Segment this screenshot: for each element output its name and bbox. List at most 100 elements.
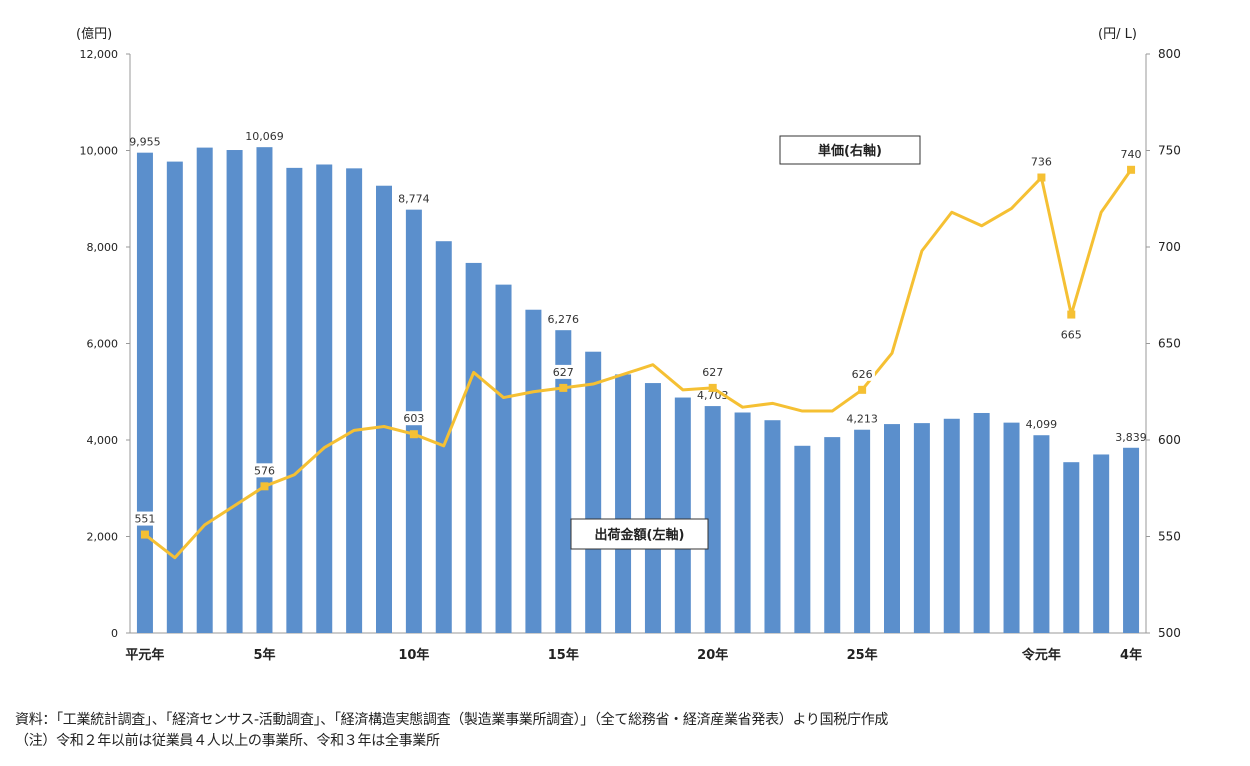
line-marker: [1127, 165, 1136, 174]
line-data-label: 576: [254, 464, 275, 477]
line-data-label: 551: [134, 513, 155, 526]
right-tick-label: 750: [1158, 144, 1181, 158]
line-data-label: 736: [1031, 156, 1052, 169]
line-data-label: 627: [553, 366, 574, 379]
right-tick-label: 500: [1158, 626, 1181, 640]
series-callouts: 単価(右軸) 出荷金額(左軸): [570, 135, 921, 550]
bar-data-label: 4,213: [846, 413, 878, 426]
bar-data-label: 6,276: [548, 313, 580, 326]
bar: [1033, 435, 1050, 633]
bar: [734, 412, 751, 633]
right-tick-label: 600: [1158, 433, 1181, 447]
left-tick-label: 10,000: [80, 145, 119, 158]
line-label-bg: [699, 364, 726, 379]
chart: 0 2,000 4,000 6,000 8,000 10,000 12,000 500 550 6…: [76, 26, 1181, 663]
x-tick-label: 5年: [253, 647, 275, 663]
left-tick-label: 6,000: [87, 338, 119, 351]
bar: [1093, 454, 1110, 633]
bar: [943, 418, 960, 633]
bar: [196, 147, 213, 634]
bar: [1123, 447, 1140, 633]
bar: [973, 412, 990, 633]
bar: [346, 168, 363, 634]
footnote: （注）令和２年以前は従業員４人以上の事業所、令和３年は全事業所: [15, 733, 440, 749]
bar: [704, 406, 721, 633]
line-marker: [140, 530, 149, 539]
line-label-bg: [1028, 154, 1055, 169]
bar-data-label: 3,839: [1115, 431, 1147, 444]
bar: [316, 164, 333, 633]
line-label-bg: [1118, 146, 1144, 161]
bar: [286, 167, 303, 633]
bar: [256, 147, 273, 633]
line-label-bg: [849, 366, 875, 381]
bar: [674, 397, 691, 633]
bar-data-label: 4,099: [1026, 418, 1058, 431]
line-label-bg: [1058, 327, 1085, 342]
x-tick-label: 20年: [697, 647, 728, 663]
left-tick-label: 4,000: [87, 434, 119, 447]
bar: [644, 383, 661, 633]
bar: [1063, 462, 1080, 633]
notes: 資料：「工業統計調査」、「経済センサス‐活動調査」、「経済構造実態調査（製造業事…: [15, 710, 1240, 752]
bar: [376, 185, 392, 633]
line-marker: [858, 385, 867, 394]
line-data-label: 603: [403, 412, 424, 425]
bar: [854, 429, 871, 633]
left-tick-label: 2,000: [87, 531, 119, 544]
bar: [136, 152, 153, 633]
x-tick-label: 10年: [398, 647, 429, 663]
bar: [824, 437, 841, 633]
bars-shipment-value: [136, 147, 1140, 634]
bar: [495, 284, 512, 633]
line-data-labels: 551 576 603 627 627 626 736 665 740: [132, 146, 1144, 526]
bar: [615, 374, 632, 633]
line-marker: [1067, 310, 1076, 319]
left-axis-unit: (億円): [76, 26, 112, 42]
bar: [555, 330, 572, 633]
source-note: 資料：「工業統計調査」、「経済センサス‐活動調査」、「経済構造実態調査（製造業事…: [15, 712, 889, 728]
bar: [884, 424, 900, 633]
line-label-bg: [401, 411, 427, 426]
x-tick-label: 平元年: [125, 647, 164, 663]
line-data-label: 626: [852, 368, 873, 381]
series-callout-label: 単価(右軸): [818, 143, 882, 159]
line-marker: [260, 482, 269, 491]
right-tick-label: 650: [1158, 337, 1181, 351]
line-marker: [1037, 173, 1046, 182]
line-label-bg: [550, 364, 577, 379]
line-marker: [409, 430, 418, 439]
bar: [585, 351, 602, 633]
x-tick-label: 15年: [548, 647, 579, 663]
right-tick-label: 800: [1158, 47, 1181, 61]
bar: [913, 423, 930, 633]
line-marker: [559, 383, 568, 392]
bar: [525, 309, 542, 633]
bar: [794, 445, 811, 633]
bar-data-label: 10,069: [245, 130, 284, 143]
left-tick-label: 12,000: [80, 48, 119, 61]
series-callout-box: [779, 135, 921, 165]
line-data-label: 665: [1061, 329, 1082, 342]
right-axis-unit: (円/ L): [1098, 27, 1137, 42]
bar: [1003, 422, 1020, 633]
right-tick-label: 700: [1158, 240, 1181, 254]
x-tick-label: 令元年: [1022, 647, 1061, 663]
bar: [226, 150, 243, 633]
series-callout-box: [570, 518, 709, 550]
left-tick-label: 0: [111, 627, 118, 640]
left-tick-label: 8,000: [87, 241, 119, 254]
series-callout-label: 出荷金額(左軸): [595, 527, 685, 543]
bar: [465, 262, 482, 633]
bar-data-label: 8,774: [398, 193, 430, 206]
axes: 0 2,000 4,000 6,000 8,000 10,000 12,000 500 550 6…: [76, 26, 1181, 663]
unit-price-line: [144, 168, 1133, 560]
line-unit-price: [140, 165, 1136, 560]
right-tick-label: 550: [1158, 530, 1181, 544]
line-label-bg: [251, 463, 278, 478]
bar-data-label: 9,955: [129, 136, 161, 149]
line-data-label: 627: [702, 366, 723, 379]
bar: [166, 161, 183, 633]
line-data-label: 740: [1121, 148, 1142, 161]
